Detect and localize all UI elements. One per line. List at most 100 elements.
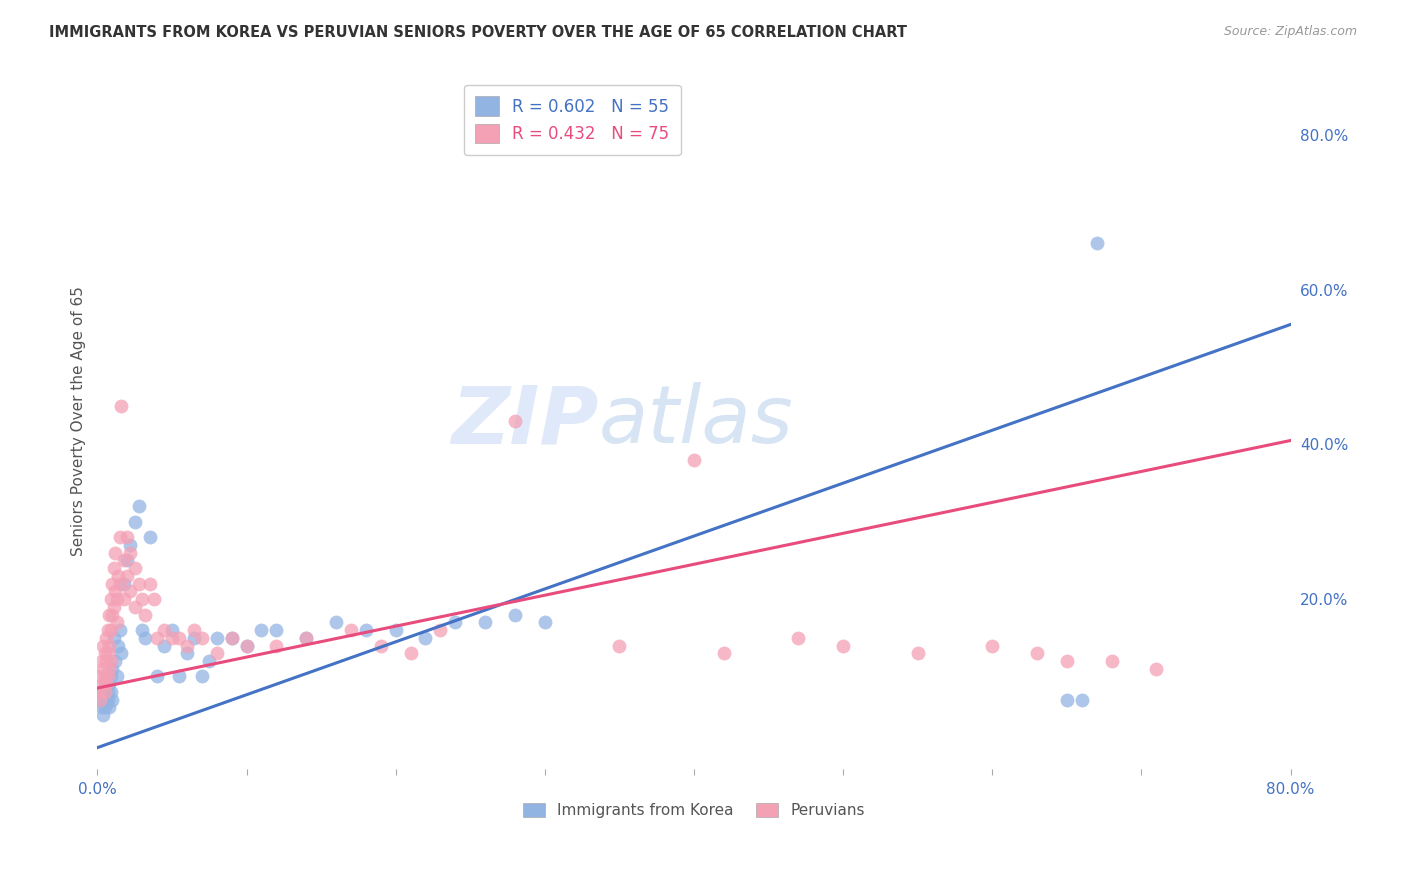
Point <box>98 677 121 691</box>
Point <box>266 639 288 653</box>
Point <box>131 623 153 637</box>
Point <box>384 623 406 637</box>
Point <box>190 669 212 683</box>
Point <box>370 639 392 653</box>
Point <box>474 615 496 630</box>
Point <box>415 631 437 645</box>
Point <box>176 646 198 660</box>
Point <box>533 615 555 630</box>
Point <box>907 646 929 660</box>
Point <box>91 685 114 699</box>
Point <box>90 700 112 714</box>
Point <box>235 639 257 653</box>
Point <box>91 639 114 653</box>
Point <box>128 576 150 591</box>
Point <box>198 654 221 668</box>
Point <box>96 669 118 683</box>
Point <box>1056 654 1078 668</box>
Y-axis label: Seniors Poverty Over the Age of 65: Seniors Poverty Over the Age of 65 <box>72 286 86 556</box>
Point <box>115 569 138 583</box>
Text: ZIP: ZIP <box>451 382 599 460</box>
Point <box>153 639 176 653</box>
Point <box>96 692 118 706</box>
Point <box>97 646 120 660</box>
Point <box>250 623 273 637</box>
Point <box>153 623 176 637</box>
Point <box>1101 654 1123 668</box>
Point <box>103 599 125 614</box>
Point <box>97 685 120 699</box>
Point <box>94 669 117 683</box>
Point <box>101 576 124 591</box>
Point <box>160 623 183 637</box>
Point <box>325 615 347 630</box>
Text: Source: ZipAtlas.com: Source: ZipAtlas.com <box>1223 25 1357 38</box>
Point <box>190 631 212 645</box>
Point <box>205 646 228 660</box>
Point <box>1026 646 1049 660</box>
Point <box>104 584 127 599</box>
Point <box>176 639 198 653</box>
Point <box>91 708 114 723</box>
Point <box>143 592 166 607</box>
Point <box>205 631 228 645</box>
Point <box>98 639 121 653</box>
Point <box>115 530 138 544</box>
Point <box>89 692 111 706</box>
Point <box>1070 692 1092 706</box>
Point <box>295 631 318 645</box>
Point <box>100 685 122 699</box>
Point <box>235 639 257 653</box>
Point <box>90 677 112 691</box>
Point <box>91 662 114 676</box>
Point <box>96 631 118 645</box>
Point <box>399 646 422 660</box>
Point <box>787 631 810 645</box>
Point <box>221 631 243 645</box>
Point <box>146 631 169 645</box>
Point <box>503 607 526 622</box>
Point <box>295 631 318 645</box>
Point <box>94 685 117 699</box>
Point <box>183 631 205 645</box>
Point <box>89 692 111 706</box>
Point <box>107 639 129 653</box>
Point <box>89 669 111 683</box>
Point <box>98 662 121 676</box>
Point <box>108 576 131 591</box>
Point <box>981 639 1004 653</box>
Point <box>354 623 377 637</box>
Point <box>101 692 124 706</box>
Point <box>105 669 128 683</box>
Point <box>94 700 117 714</box>
Point <box>112 592 135 607</box>
Point <box>713 646 735 660</box>
Point <box>160 631 183 645</box>
Point <box>146 669 169 683</box>
Point <box>101 607 124 622</box>
Point <box>1085 236 1108 251</box>
Point <box>120 546 142 560</box>
Point <box>131 592 153 607</box>
Point <box>110 646 132 660</box>
Point <box>115 553 138 567</box>
Point <box>124 561 146 575</box>
Point <box>96 677 118 691</box>
Point <box>124 515 146 529</box>
Point <box>103 631 125 645</box>
Point <box>120 538 142 552</box>
Point <box>1144 662 1167 676</box>
Point <box>100 623 122 637</box>
Point <box>340 623 363 637</box>
Point <box>87 685 110 699</box>
Text: IMMIGRANTS FROM KOREA VS PERUVIAN SENIORS POVERTY OVER THE AGE OF 65 CORRELATION: IMMIGRANTS FROM KOREA VS PERUVIAN SENIOR… <box>49 25 907 40</box>
Point <box>429 623 451 637</box>
Point <box>221 631 243 645</box>
Point <box>105 615 128 630</box>
Point <box>94 677 117 691</box>
Point <box>183 623 205 637</box>
Point <box>104 546 127 560</box>
Point <box>683 453 706 467</box>
Point <box>503 414 526 428</box>
Point <box>104 654 127 668</box>
